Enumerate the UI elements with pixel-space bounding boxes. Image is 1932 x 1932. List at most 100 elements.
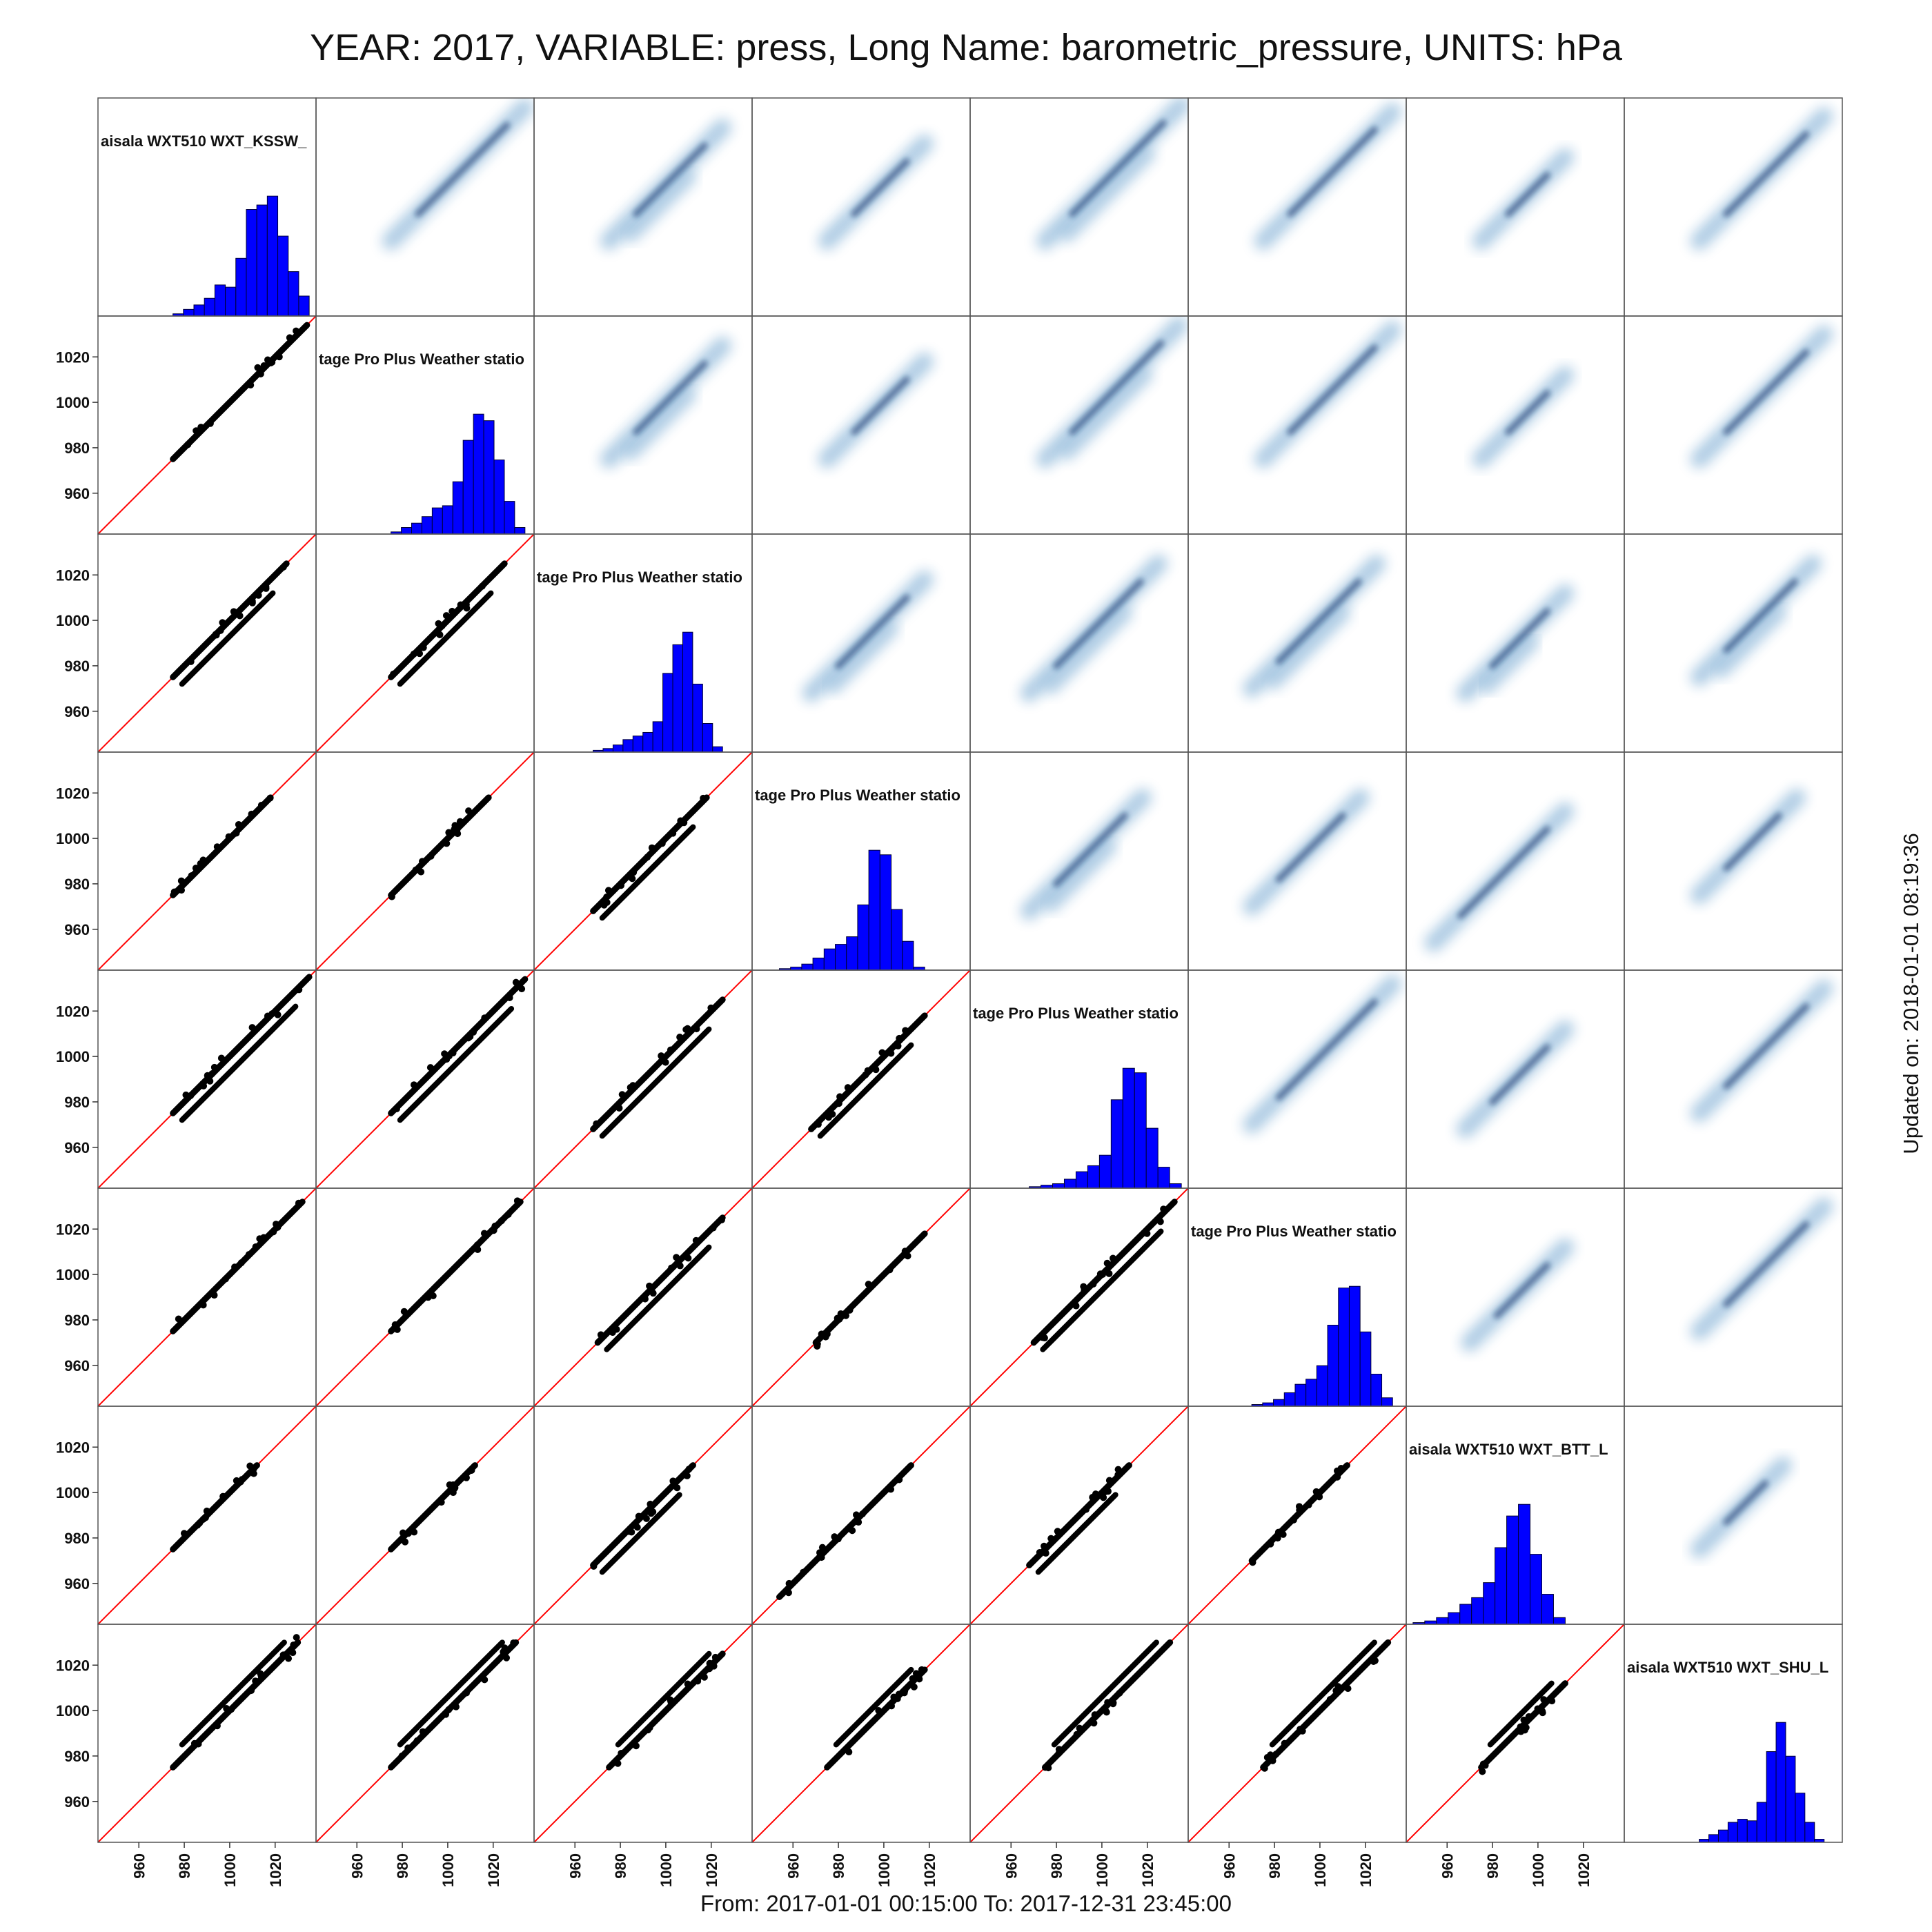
scatter-point — [1534, 1705, 1541, 1713]
scatter-point — [285, 1655, 293, 1662]
density-core — [1275, 578, 1362, 665]
scatter-point — [1156, 1218, 1164, 1225]
y-tick-label: 1000 — [56, 612, 90, 629]
scatter-point — [270, 1228, 277, 1236]
scatter-point — [208, 1070, 216, 1078]
scatter-point — [1517, 1728, 1525, 1735]
histogram-bar — [256, 204, 268, 316]
panel-r2-c6 — [1406, 533, 1625, 753]
scatter-point — [1102, 1488, 1110, 1495]
density-core — [1489, 1043, 1551, 1105]
x-tick-label: 980 — [1484, 1853, 1501, 1879]
histogram-bar — [1785, 1755, 1796, 1842]
scatter-points — [817, 1042, 914, 1139]
scatter-point — [878, 1049, 886, 1056]
histogram-bar — [1483, 1582, 1496, 1624]
panel-r3-c6 — [1406, 751, 1625, 971]
histogram-bar — [1795, 1793, 1806, 1842]
scatter-point — [845, 1748, 853, 1756]
scatter-point — [864, 1067, 871, 1074]
scatter-point — [197, 424, 205, 431]
scatter-points — [1269, 1639, 1377, 1748]
histogram-bar — [401, 527, 413, 534]
scatter-point — [429, 1292, 437, 1300]
scatter-point — [658, 1052, 665, 1060]
scatter-point — [1042, 1550, 1049, 1557]
density-core — [1723, 578, 1798, 653]
panel-r5-c5: tage Pro Plus Weather statio — [1187, 1187, 1407, 1407]
station-label: aisala WXT510 WXT_SHU_L — [1627, 1659, 1828, 1676]
scatter-point — [515, 1199, 522, 1206]
scatter-point — [1333, 1467, 1341, 1475]
scatter-points — [179, 1003, 299, 1123]
x-tick-label: 1000 — [221, 1853, 239, 1887]
histogram-bar — [1506, 1515, 1519, 1624]
scatter-point — [468, 1466, 475, 1474]
scatter-point — [1371, 1657, 1379, 1664]
x-tick-label: 1020 — [1139, 1853, 1156, 1887]
scatter-point — [248, 1687, 255, 1695]
scatter-point — [449, 1489, 457, 1497]
scatter-point — [902, 1027, 909, 1034]
panel-r2-c1 — [315, 533, 535, 753]
scatter-point — [1548, 1697, 1556, 1705]
scatter-point — [669, 829, 677, 837]
histogram-bar — [421, 516, 433, 534]
histogram-bar — [288, 271, 299, 316]
histogram-bar — [1316, 1365, 1328, 1406]
scatter-point — [644, 854, 651, 861]
panel-r2-c7 — [1624, 533, 1843, 753]
scatter-point — [201, 1514, 209, 1521]
density-band — [1481, 637, 1540, 695]
scatter-point — [865, 1281, 872, 1288]
scatter-point — [814, 1340, 821, 1348]
scatter-point — [901, 1687, 909, 1695]
x-tick-label: 1020 — [485, 1853, 502, 1887]
scatter-point — [175, 1315, 182, 1323]
scatter-point — [442, 612, 450, 620]
scatter-point — [448, 607, 456, 615]
scatter-point — [438, 622, 446, 630]
panel-r0-c7 — [1624, 97, 1843, 317]
scatter-point — [667, 1046, 674, 1054]
scatter-point — [188, 872, 195, 880]
scatter-point — [478, 582, 486, 590]
density-band — [625, 171, 698, 243]
scatter-point — [662, 1058, 669, 1066]
scatter-point — [834, 1535, 842, 1543]
panel-r5-c2 — [533, 1187, 753, 1407]
scatter-point — [441, 1050, 448, 1058]
station-label: tage Pro Plus Weather statio — [537, 569, 742, 586]
scatter-point — [390, 670, 397, 678]
scatter-point — [223, 1705, 230, 1713]
scatter-point — [894, 1042, 902, 1049]
scatter-points — [388, 976, 529, 1116]
scatter-point — [909, 1675, 916, 1682]
scatter-point — [248, 810, 255, 818]
scatter-point — [1055, 1749, 1063, 1757]
x-tick-label: 1000 — [876, 1853, 893, 1887]
scatter-point — [895, 1690, 903, 1698]
scatter-point — [195, 1740, 202, 1748]
scatter-point — [814, 1121, 822, 1128]
scatter-point — [437, 1499, 445, 1506]
scatter-point — [683, 1472, 691, 1479]
scatter-point — [1481, 1762, 1489, 1769]
panel-frame — [1187, 1187, 1407, 1407]
density-band — [1715, 607, 1788, 679]
scatter-point — [1054, 1528, 1061, 1535]
histogram-bar — [632, 736, 644, 752]
scatter-points — [833, 1666, 914, 1748]
scatter-points — [388, 1462, 478, 1552]
histogram-bar — [1814, 1839, 1825, 1842]
scatter-points — [397, 1005, 515, 1123]
scatter-point — [633, 1524, 641, 1531]
histogram-bar — [835, 944, 847, 970]
density-core — [1053, 578, 1144, 669]
x-tick-label: 1020 — [267, 1853, 284, 1887]
histogram-bar — [902, 940, 914, 970]
panel-r7-c2: 960 980 1000 1020 — [533, 1624, 753, 1887]
scatter-points — [590, 996, 726, 1132]
histogram-bar — [442, 505, 453, 534]
scatter-point — [221, 1275, 229, 1283]
